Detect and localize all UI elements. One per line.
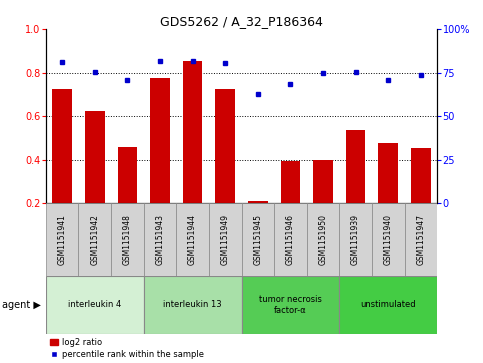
Text: tumor necrosis
factor-α: tumor necrosis factor-α	[259, 295, 322, 315]
Text: GSM1151948: GSM1151948	[123, 214, 132, 265]
Text: agent ▶: agent ▶	[2, 300, 41, 310]
Text: GSM1151939: GSM1151939	[351, 214, 360, 265]
Legend: log2 ratio, percentile rank within the sample: log2 ratio, percentile rank within the s…	[50, 338, 204, 359]
Bar	[242, 203, 274, 276]
Bar	[379, 143, 398, 203]
Bar	[46, 203, 79, 276]
Text: GSM1151945: GSM1151945	[253, 214, 262, 265]
Bar	[274, 203, 307, 276]
Bar	[281, 161, 300, 203]
Bar	[215, 89, 235, 203]
Bar	[209, 203, 242, 276]
Title: GDS5262 / A_32_P186364: GDS5262 / A_32_P186364	[160, 15, 323, 28]
Bar	[144, 203, 176, 276]
Bar	[339, 276, 437, 334]
Text: interleukin 13: interleukin 13	[163, 301, 222, 309]
Bar	[111, 203, 144, 276]
Bar	[307, 203, 339, 276]
Text: unstimulated: unstimulated	[360, 301, 416, 309]
Text: GSM1151946: GSM1151946	[286, 214, 295, 265]
Bar	[411, 148, 431, 203]
Bar	[118, 147, 137, 203]
Bar	[46, 276, 144, 334]
Bar	[242, 276, 339, 334]
Text: GSM1151943: GSM1151943	[156, 214, 165, 265]
Bar	[78, 203, 111, 276]
Bar	[248, 201, 268, 203]
Text: GSM1151942: GSM1151942	[90, 214, 99, 265]
Text: GSM1151940: GSM1151940	[384, 214, 393, 265]
Bar	[313, 160, 333, 203]
Bar	[176, 203, 209, 276]
Bar	[150, 78, 170, 203]
Text: GSM1151941: GSM1151941	[57, 214, 67, 265]
Text: GSM1151944: GSM1151944	[188, 214, 197, 265]
Bar	[405, 203, 437, 276]
Bar	[144, 276, 242, 334]
Bar	[85, 111, 104, 203]
Text: GSM1151949: GSM1151949	[221, 214, 230, 265]
Text: interleukin 4: interleukin 4	[68, 301, 121, 309]
Text: GSM1151950: GSM1151950	[318, 214, 327, 265]
Bar	[183, 61, 202, 203]
Bar	[372, 203, 405, 276]
Bar	[53, 89, 72, 203]
Bar	[346, 130, 365, 203]
Bar	[339, 203, 372, 276]
Text: GSM1151947: GSM1151947	[416, 214, 426, 265]
